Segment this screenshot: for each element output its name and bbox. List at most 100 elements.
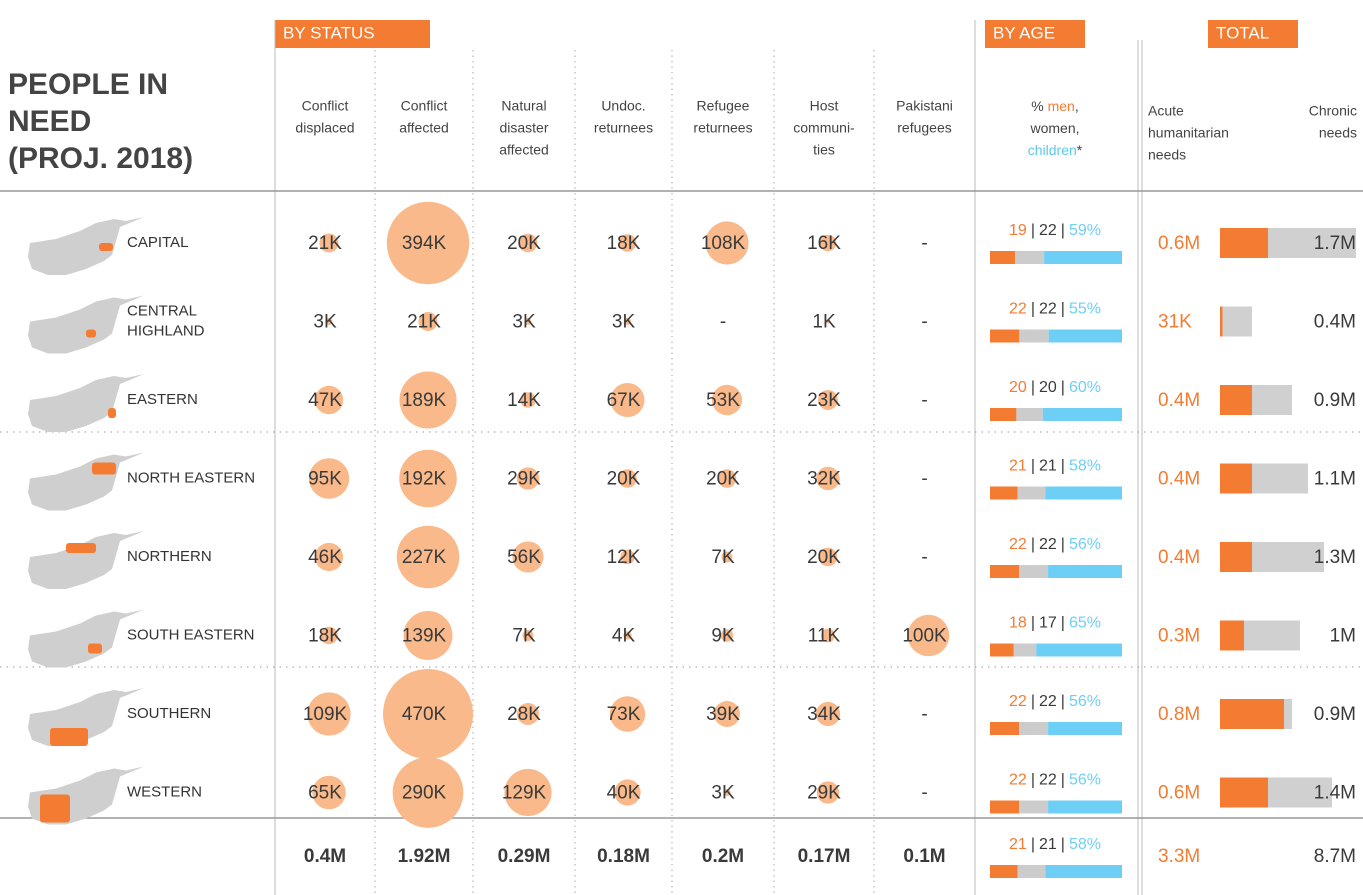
age-label: 19 | 22 | 59% xyxy=(1009,222,1101,239)
children-pct: 58% xyxy=(1069,458,1101,475)
men-pct: 18 xyxy=(1009,615,1027,632)
status-value: - xyxy=(921,469,927,490)
status-value: 11K xyxy=(808,626,841,647)
bubble xyxy=(618,469,637,488)
bubble xyxy=(821,628,835,643)
column-header: Host xyxy=(810,98,839,114)
map-highlight xyxy=(86,329,96,338)
status-value: 56K xyxy=(507,547,541,568)
total-header: needs xyxy=(1319,125,1357,141)
bubble xyxy=(319,233,339,253)
children-pct: 55% xyxy=(1069,301,1101,318)
status-value: 20K xyxy=(607,469,641,490)
region-name: HIGHLAND xyxy=(127,322,205,339)
children-pct: 56% xyxy=(1069,536,1101,553)
total-header: humanitarian xyxy=(1148,125,1229,141)
separator: | xyxy=(1061,836,1065,853)
men-pct: 21 xyxy=(1009,836,1027,853)
separator: | xyxy=(1031,772,1035,789)
bubble xyxy=(512,541,544,573)
map-highlight xyxy=(40,794,70,823)
status-value: 470K xyxy=(402,704,447,725)
age-bar xyxy=(1015,251,1045,264)
age-label: 22 | 22 | 56% xyxy=(1009,536,1101,553)
status-value: - xyxy=(921,390,927,411)
column-header: refugees xyxy=(897,120,951,136)
bubble xyxy=(403,611,453,660)
map-highlight xyxy=(88,643,102,654)
status-value: 40K xyxy=(607,783,641,804)
chronic-value: 1.7M xyxy=(1314,233,1356,254)
bubble xyxy=(623,317,632,326)
separator: | xyxy=(1061,458,1065,475)
age-label: 21 | 21 | 58% xyxy=(1009,458,1101,475)
children-pct: 56% xyxy=(1069,772,1101,789)
status-value: 29K xyxy=(807,783,841,804)
bubble xyxy=(522,630,534,641)
bubble xyxy=(399,449,457,508)
age-header-part: children xyxy=(1028,142,1077,158)
region-map xyxy=(28,295,144,354)
bubble xyxy=(705,221,749,265)
separator: | xyxy=(1031,615,1035,632)
column-header: Conflict xyxy=(302,98,349,114)
map-shape xyxy=(28,609,144,668)
column-header: disaster xyxy=(499,120,548,136)
region-name: SOUTHERN xyxy=(127,705,211,722)
status-value: 95K xyxy=(308,469,342,490)
bubble xyxy=(308,458,350,499)
separator: | xyxy=(1031,458,1035,475)
age-bar xyxy=(990,643,1014,657)
status-value: 9K xyxy=(711,626,735,647)
map-shape xyxy=(28,295,144,354)
age-bar xyxy=(990,251,1016,264)
status-total: 0.2M xyxy=(702,846,744,867)
age-bar xyxy=(990,565,1020,578)
acute-bar xyxy=(1220,620,1244,651)
section-title: BY STATUS xyxy=(283,23,375,42)
bubble xyxy=(516,467,540,490)
section-title: TOTAL xyxy=(1216,23,1269,42)
status-value: 32K xyxy=(807,469,841,490)
acute-value: 0.4M xyxy=(1158,390,1200,411)
acute-value: 0.4M xyxy=(1158,547,1200,568)
age-bar xyxy=(1048,800,1122,814)
women-pct: 21 xyxy=(1039,458,1057,475)
men-pct: 22 xyxy=(1009,772,1027,789)
status-value: 20K xyxy=(507,233,541,254)
age-bar xyxy=(1048,722,1122,735)
acute-bar xyxy=(1220,777,1268,808)
chronic-value: 0.4M xyxy=(1314,312,1356,333)
bubble xyxy=(907,614,950,657)
bubble xyxy=(711,384,743,416)
chronic-value: 0.9M xyxy=(1314,390,1356,411)
status-value: 53K xyxy=(706,390,740,411)
status-value: 100K xyxy=(902,626,947,647)
acute-bar xyxy=(1220,699,1284,729)
map-shape xyxy=(28,374,144,432)
age-label: 21 | 21 | 58% xyxy=(1009,836,1101,853)
status-total: 0.4M xyxy=(304,846,346,867)
acute-bar xyxy=(1220,228,1268,258)
bubble xyxy=(614,779,641,806)
column-header: ties xyxy=(813,142,835,158)
bubble xyxy=(623,631,632,640)
bubble xyxy=(504,768,552,817)
map-highlight xyxy=(50,728,88,746)
region-map xyxy=(28,531,144,589)
bubble xyxy=(524,317,532,326)
section-title: BY AGE xyxy=(993,23,1055,42)
column-header: returnees xyxy=(693,120,752,136)
status-value: 46K xyxy=(308,547,342,568)
bubble xyxy=(609,696,646,732)
age-bar xyxy=(990,800,1020,814)
age-label: 22 | 22 | 55% xyxy=(1009,301,1101,318)
chronic-bar xyxy=(1220,306,1252,337)
bubble xyxy=(816,466,840,491)
status-value: 21K xyxy=(308,233,342,254)
age-header: women, xyxy=(1029,120,1079,136)
age-bar xyxy=(1016,408,1043,421)
age-bar xyxy=(1017,865,1046,878)
status-value: 7K xyxy=(711,547,735,568)
status-value: 20K xyxy=(807,547,841,568)
